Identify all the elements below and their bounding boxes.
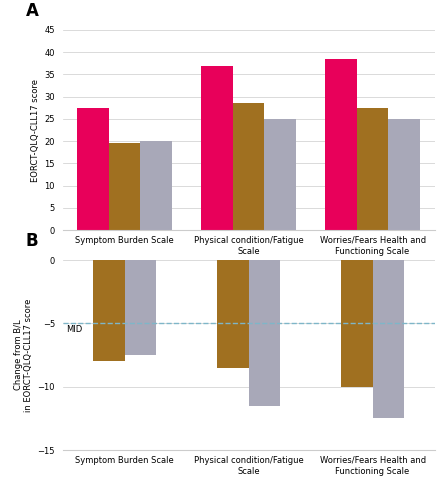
Bar <box>217 260 249 368</box>
Bar <box>357 108 388 230</box>
Text: B: B <box>26 232 38 250</box>
Legend: B/L, 400 mg, EoS/ET: B/L, 400 mg, EoS/ET <box>179 292 319 302</box>
Bar <box>201 66 233 230</box>
Y-axis label: Change from B/L
in EORCT-QLQ-CLL17 score: Change from B/L in EORCT-QLQ-CLL17 score <box>14 298 34 412</box>
Bar <box>125 260 156 355</box>
Bar <box>141 141 172 230</box>
Bar <box>78 108 109 230</box>
Bar <box>233 104 264 230</box>
Bar <box>249 260 280 406</box>
Bar <box>109 144 141 230</box>
Y-axis label: EORCT-QLQ-CLL17 score: EORCT-QLQ-CLL17 score <box>31 78 40 182</box>
Text: A: A <box>26 2 39 20</box>
Bar <box>373 260 404 418</box>
Text: MID: MID <box>66 325 82 334</box>
Bar <box>264 119 296 230</box>
Bar <box>325 59 357 230</box>
Bar <box>93 260 125 362</box>
Bar <box>341 260 373 386</box>
Bar <box>388 119 420 230</box>
